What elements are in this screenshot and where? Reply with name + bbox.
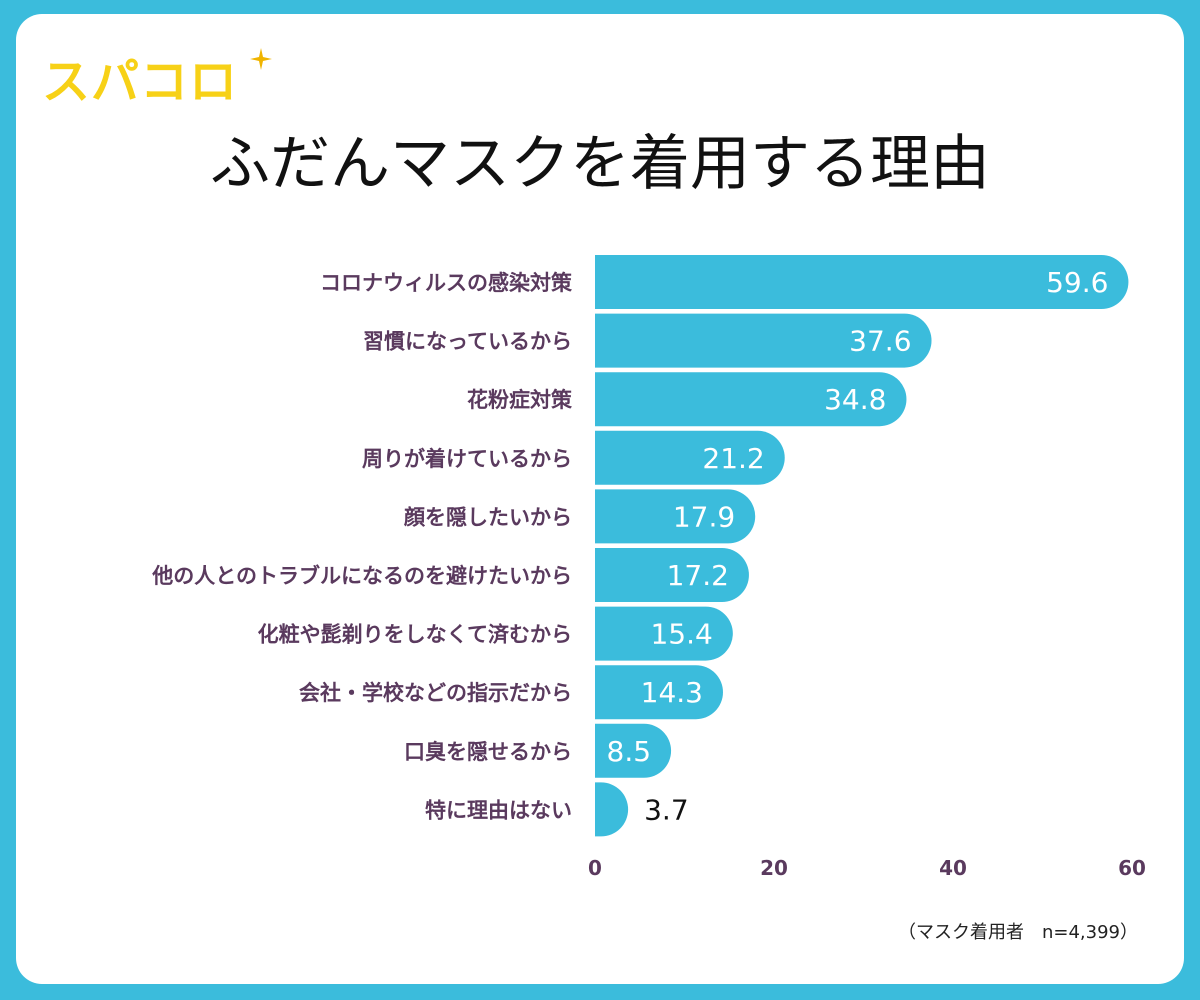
chart-title: ふだんマスクを着用する理由 xyxy=(210,129,990,199)
bar xyxy=(595,372,907,427)
bar xyxy=(595,489,756,544)
value-label: 17.9 xyxy=(673,500,735,533)
category-label: 他の人とのトラブルになるのを避けたいから xyxy=(151,564,572,588)
brand-logo: スパコロ xyxy=(42,54,239,110)
value-label: 59.6 xyxy=(1046,266,1108,299)
bar xyxy=(595,782,629,837)
x-tick-label: 40 xyxy=(939,856,967,880)
category-label: 花粉症対策 xyxy=(467,388,573,412)
category-label: 顔を隠したいから xyxy=(403,505,572,529)
bar xyxy=(595,255,1129,309)
value-label: 8.5 xyxy=(607,735,652,768)
bar xyxy=(595,313,932,368)
value-label: 37.6 xyxy=(849,325,911,358)
value-label: 14.3 xyxy=(641,676,703,709)
value-label: 34.8 xyxy=(824,383,886,416)
category-label: 習慣になっているから xyxy=(363,330,572,354)
category-label: コロナウィルスの感染対策 xyxy=(320,271,573,295)
value-label: 17.2 xyxy=(667,559,729,592)
bar xyxy=(595,665,723,720)
value-label: 3.7 xyxy=(644,793,689,826)
category-label: 周りが着けているから xyxy=(362,447,572,471)
category-label: 特に理由はない xyxy=(425,798,572,822)
bar xyxy=(595,430,785,485)
bar xyxy=(595,548,749,602)
value-label: 15.4 xyxy=(650,618,712,651)
x-tick-label: 0 xyxy=(588,856,602,880)
category-label: 口臭を隠せるから xyxy=(404,740,572,764)
category-label: 化粧や髭剃りをしなくて済むから xyxy=(258,623,572,647)
x-tick-label: 20 xyxy=(760,856,788,880)
value-label: 21.2 xyxy=(702,442,764,475)
category-label: 会社・学校などの指示だから xyxy=(299,681,572,705)
sample-note: （マスク着用者 n=4,399） xyxy=(897,922,1138,943)
x-tick-label: 60 xyxy=(1118,856,1146,880)
sparkle-icon xyxy=(250,48,272,70)
bar xyxy=(595,723,672,778)
bar xyxy=(595,606,733,661)
